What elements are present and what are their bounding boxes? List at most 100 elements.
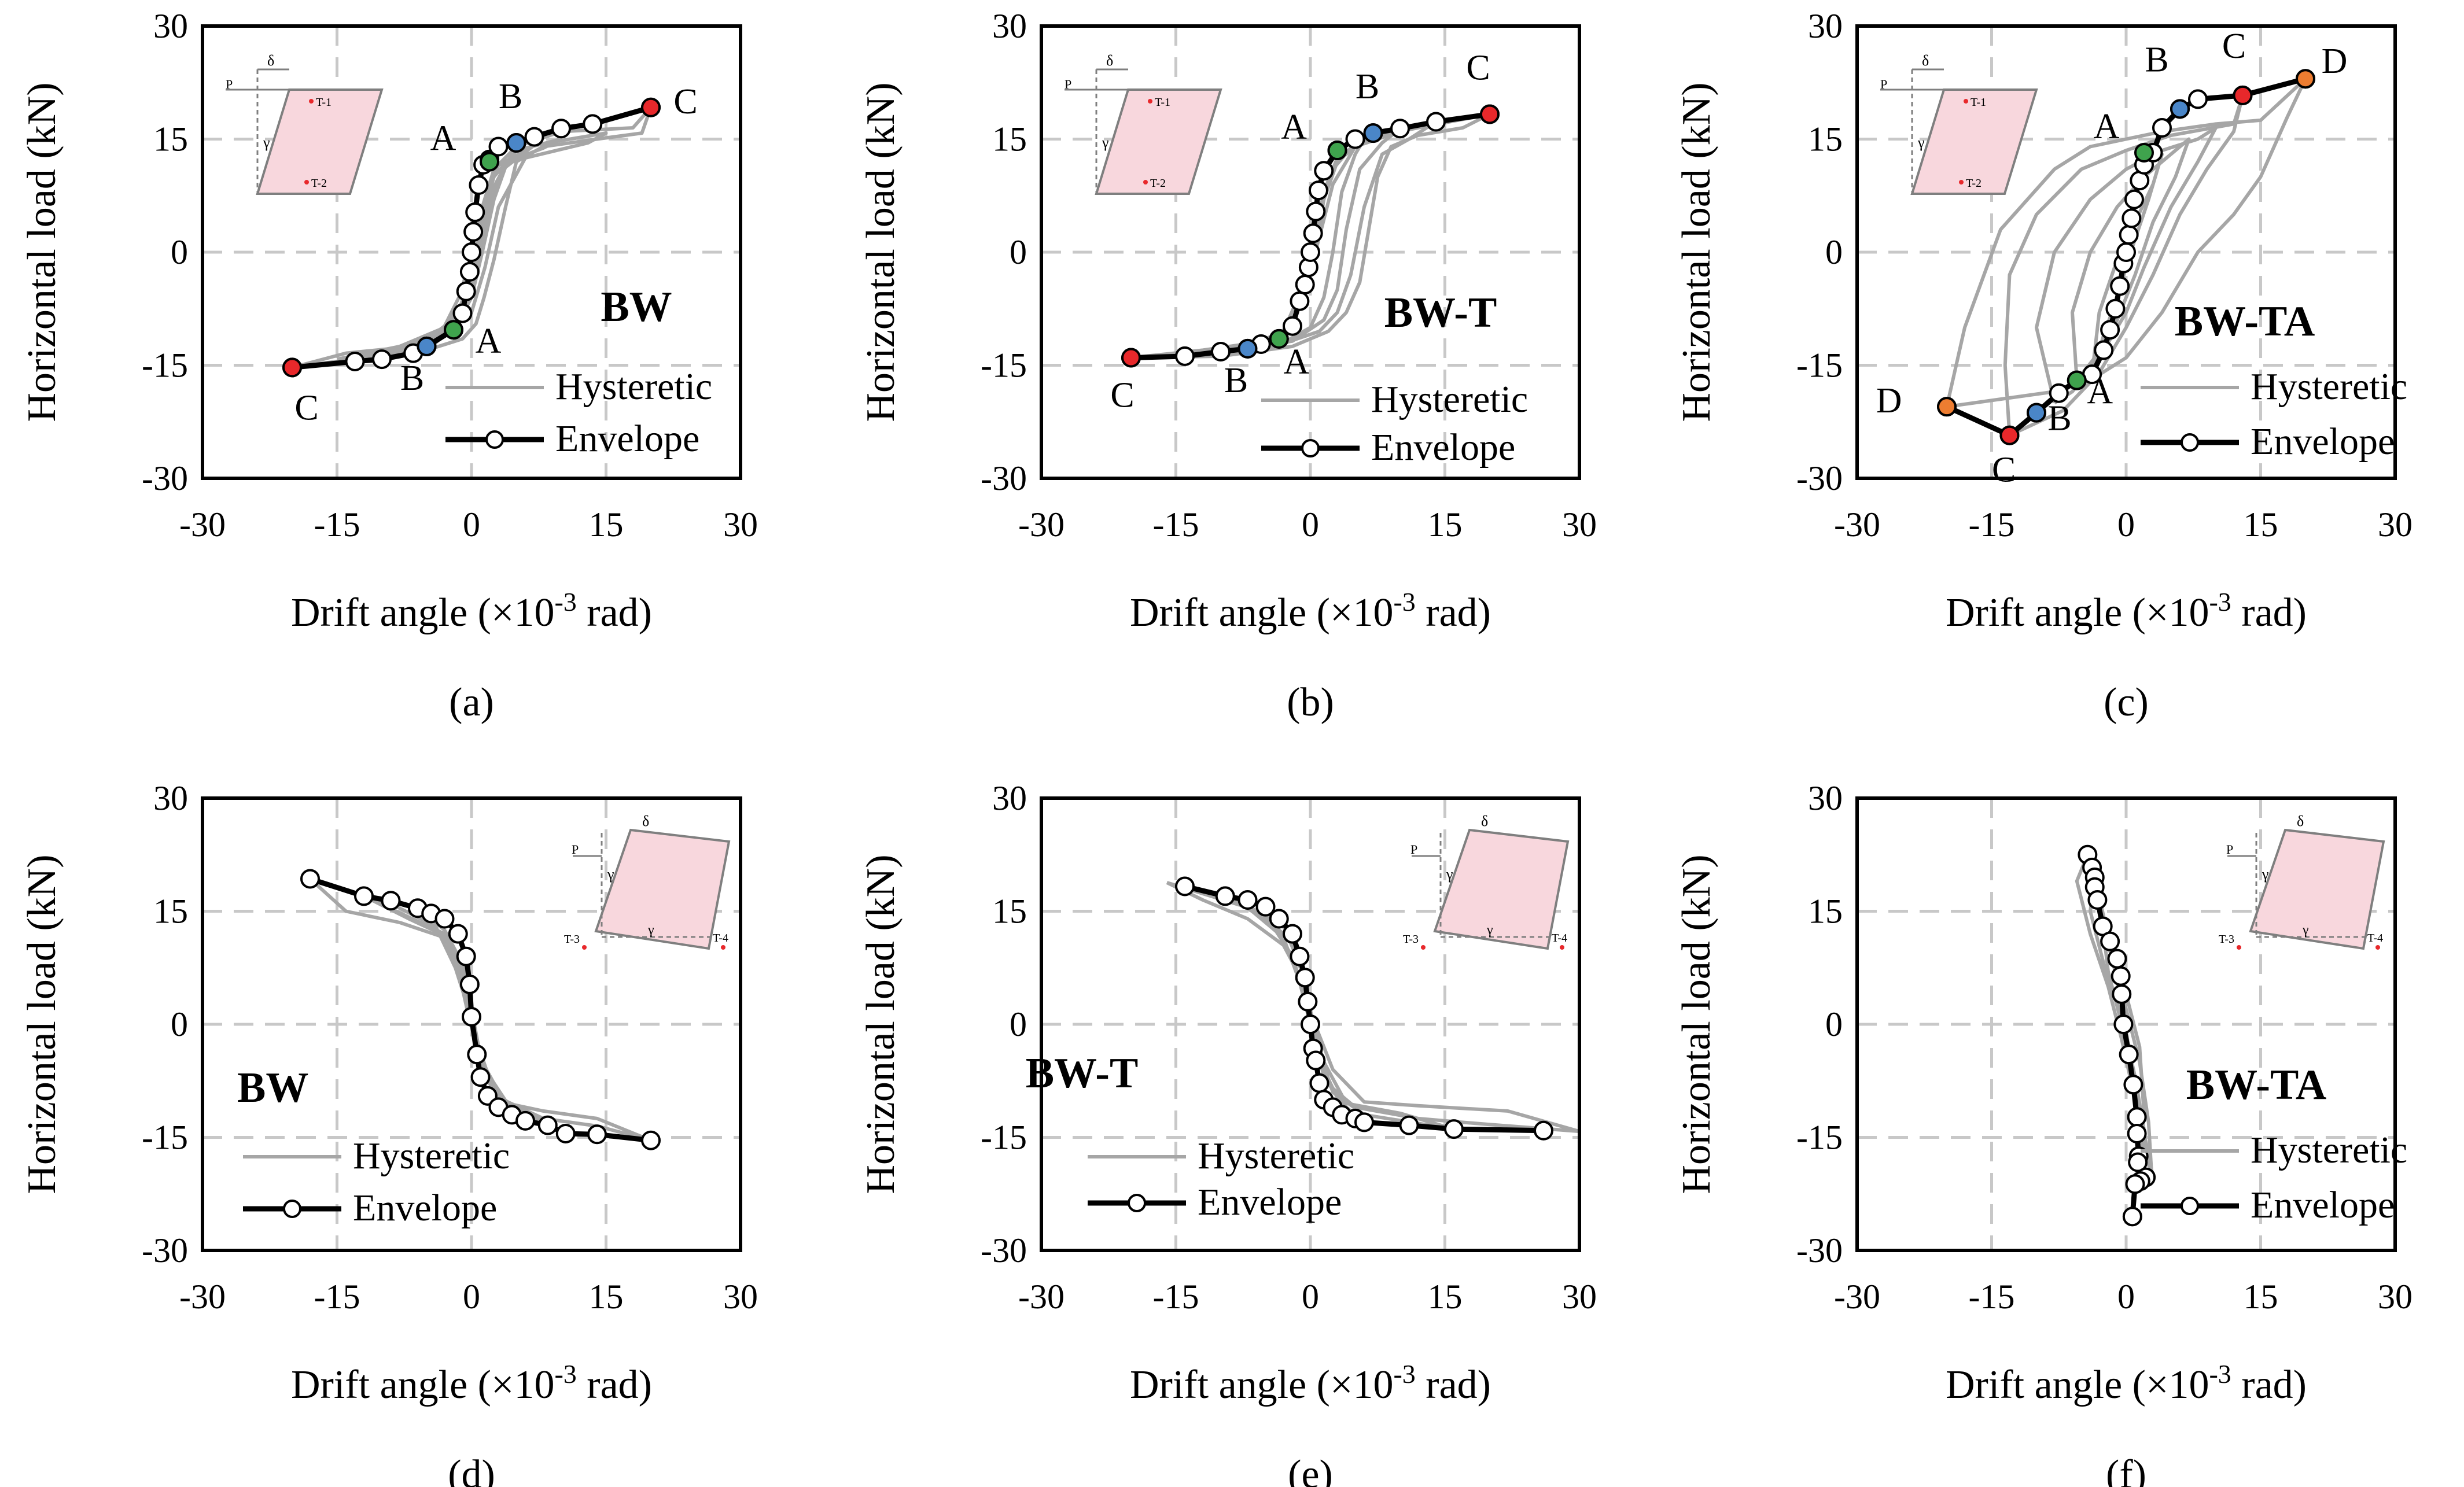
- x-axis-title-part: Drift angle (×10: [291, 591, 554, 635]
- envelope-point: [2049, 383, 2069, 403]
- inset-gauge-dot: [1143, 180, 1148, 185]
- envelope-point: [2100, 931, 2120, 951]
- y-tick-label: -15: [981, 1119, 1027, 1157]
- x-tick-label: -15: [1153, 1278, 1199, 1316]
- y-tick-label: 15: [153, 892, 188, 931]
- inset-gauge-dot: [304, 180, 309, 185]
- inset-specimen-sketch: Pδ γ γ T-3 T-4: [2219, 813, 2385, 950]
- specimen-name: BW: [237, 1064, 308, 1112]
- key-point-label: C: [1992, 451, 2016, 490]
- envelope-point: [2087, 890, 2108, 910]
- envelope-point: [372, 349, 392, 370]
- y-tick-label: 0: [1010, 1005, 1027, 1043]
- y-axis-title: Horizontal load (kN): [1674, 82, 1719, 422]
- x-axis-title: Drift angle (×10-3 rad): [291, 587, 652, 635]
- x-tick-label: 15: [2244, 505, 2278, 544]
- envelope-point: [456, 281, 476, 301]
- x-tick-label: 15: [2244, 1278, 2278, 1316]
- inset-specimen-sketch: Pδ γ T-1 T-2: [226, 52, 384, 195]
- x-axis-title-part: rad): [2231, 1363, 2307, 1407]
- y-tick-label: 30: [1808, 779, 1843, 817]
- key-point-label: C: [294, 388, 318, 427]
- inset-specimen-sketch: Pδ γ T-1 T-2: [1880, 52, 2038, 195]
- inset-label-delta: δ: [1481, 813, 1488, 829]
- inset-label-gamma: γ: [1917, 134, 1925, 151]
- x-tick-label: -15: [1969, 1278, 2015, 1316]
- envelope-point: [463, 222, 484, 242]
- envelope-point: [2125, 1174, 2145, 1194]
- plot-frame: [201, 24, 742, 480]
- x-axis-title-part: -3: [1393, 1359, 1415, 1389]
- legend-hysteretic-label: Hysteretic: [555, 366, 712, 408]
- inset-label-gamma: γ: [263, 134, 270, 151]
- x-axis-title-part: rad): [1416, 591, 1491, 635]
- x-axis-title: Drift angle (×10-3 rad): [1946, 587, 2307, 635]
- envelope-point: [354, 886, 374, 906]
- envelope-point: [2111, 966, 2131, 986]
- x-tick-label: -30: [1018, 1278, 1065, 1316]
- hysteretic-loop: [2071, 137, 2191, 382]
- inset-label-gamma: γ: [2262, 866, 2269, 883]
- chart-panel-f: Pδ γ γ T-3 T-4 -30 -15 0 15 30 30 15 0 -15 -30 Drift an…: [1674, 779, 2413, 1487]
- inset-wall-panel: [1433, 828, 1570, 950]
- key-point-label: A: [1281, 108, 1307, 147]
- envelope-point: [1295, 968, 1315, 988]
- inset-label-p: P: [2226, 842, 2233, 857]
- specimen-name: BW-TA: [2175, 298, 2315, 345]
- envelope-point: [1444, 1119, 1464, 1139]
- envelope-point: [1290, 946, 1310, 966]
- envelope-point: [587, 1124, 607, 1145]
- inset-label-t4: T-4: [2367, 932, 2383, 944]
- inset-label-t2: T-2: [1150, 177, 1166, 190]
- envelope-point: [2127, 1123, 2147, 1143]
- inset-label-t1: T-1: [1971, 96, 1986, 109]
- envelope-point: [488, 136, 509, 157]
- x-tick-label: 15: [589, 505, 624, 544]
- inset-gauge-dot: [1959, 180, 1964, 185]
- envelope-point: [1269, 909, 1289, 929]
- inset-gauge-dot: [2237, 945, 2241, 950]
- envelope-point: [1283, 316, 1302, 336]
- y-axis-title: Horizontal load (kN): [20, 854, 64, 1194]
- key-point-label: D: [2322, 42, 2348, 81]
- x-tick-label: -30: [1834, 1278, 1880, 1316]
- legend-envelope-label: Envelope: [555, 418, 699, 460]
- envelope-point: [2094, 340, 2114, 360]
- key-point-c: [641, 97, 661, 117]
- x-axis-title-part: -3: [2209, 1359, 2231, 1389]
- y-tick-label: 15: [1808, 892, 1843, 931]
- inset-specimen-sketch: Pδ γ γ T-3 T-4: [564, 813, 731, 950]
- x-axis-title-part: -3: [2209, 587, 2231, 617]
- x-tick-label: -15: [314, 1278, 360, 1316]
- envelope-point: [465, 202, 485, 222]
- y-tick-label: -30: [981, 1231, 1027, 1270]
- envelope-point: [2130, 171, 2150, 191]
- x-axis-title-part: rad): [577, 591, 652, 635]
- legend-hysteretic-label: Hysteretic: [353, 1135, 510, 1177]
- x-tick-label: 15: [589, 1278, 624, 1316]
- subplot-label: (f): [2106, 1452, 2146, 1487]
- envelope-point: [2100, 320, 2120, 340]
- key-point-b: [2170, 99, 2190, 119]
- inset-label-gamma: γ: [1486, 923, 1493, 938]
- x-tick-label: 30: [1562, 505, 1597, 544]
- x-axis-title: Drift angle (×10-3 rad): [1130, 587, 1491, 635]
- x-tick-label: 30: [723, 1278, 758, 1316]
- key-point-label: A: [430, 119, 456, 158]
- legend-envelope-marker: [283, 1200, 301, 1218]
- y-axis-title: Horizontal load (kN): [859, 82, 903, 422]
- plot-frame: [1855, 796, 2397, 1252]
- envelope-point: [452, 303, 473, 323]
- envelope-point: [583, 114, 603, 134]
- y-tick-label: -15: [142, 1119, 188, 1157]
- inset-label-p: P: [1880, 77, 1887, 91]
- x-axis-title: Drift angle (×10-3 rad): [1130, 1359, 1491, 1407]
- inset-wall-panel: [256, 88, 384, 195]
- legend-envelope-marker: [1128, 1194, 1146, 1212]
- inset-label-gamma: γ: [607, 866, 614, 883]
- inset-label-t2: T-2: [311, 177, 327, 190]
- envelope-point: [2112, 984, 2132, 1004]
- envelope-point: [1298, 991, 1318, 1012]
- envelope-point: [2127, 1107, 2147, 1127]
